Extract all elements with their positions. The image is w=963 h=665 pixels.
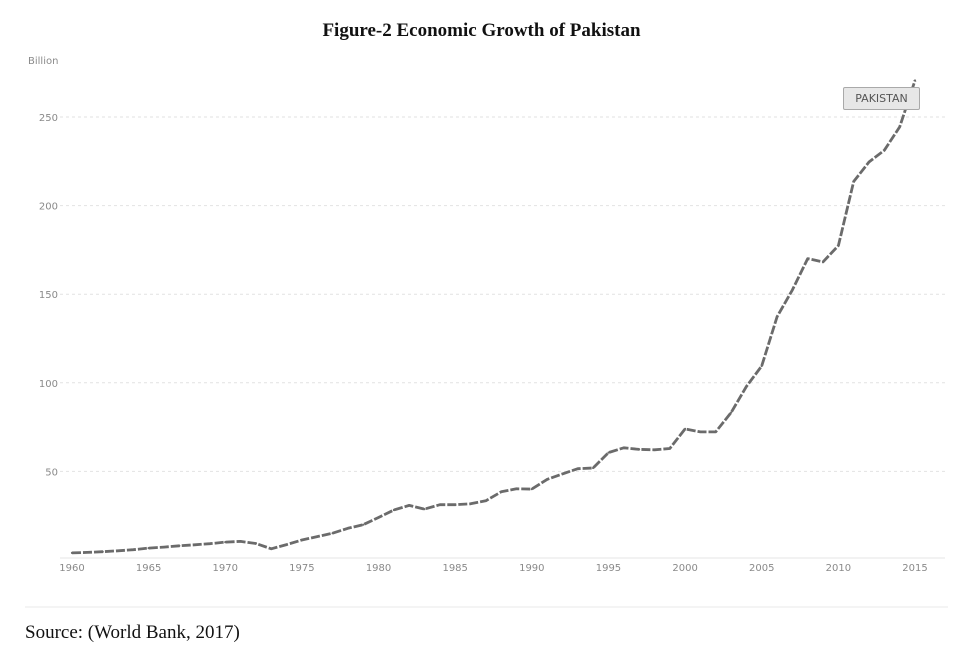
data-point [730, 411, 733, 414]
data-point [760, 364, 763, 368]
data-point [438, 503, 441, 506]
y-tick-label: 200 [39, 202, 58, 213]
data-point [515, 487, 518, 490]
x-tick-label: 1960 [59, 563, 84, 574]
x-tick-label: 1965 [136, 563, 161, 574]
data-point [852, 180, 855, 183]
x-tick-label: 2015 [902, 563, 927, 574]
data-point [500, 490, 503, 493]
data-point [285, 543, 288, 546]
data-point [377, 516, 380, 519]
data-point [883, 149, 886, 152]
data-point [270, 547, 273, 550]
x-tick-label: 1985 [442, 563, 467, 574]
x-tick-label: 2000 [672, 563, 697, 574]
data-point [362, 523, 365, 526]
data-point [791, 288, 794, 291]
data-point [178, 544, 181, 547]
x-tick-label: 1990 [519, 563, 544, 574]
x-tick-label: 2010 [826, 563, 851, 574]
data-point [208, 542, 211, 545]
data-point [684, 427, 687, 430]
data-point [898, 125, 901, 128]
series-label-pakistan: PAKISTAN [843, 87, 920, 110]
data-point [454, 503, 457, 506]
x-tick-label: 1995 [596, 563, 621, 574]
data-point [607, 451, 610, 454]
data-point [86, 551, 89, 554]
data-point [484, 499, 487, 502]
data-point [668, 447, 671, 450]
data-point [147, 547, 150, 550]
data-point [101, 550, 104, 553]
series-line-pakistan [71, 80, 917, 555]
data-point [316, 535, 319, 538]
data-point [530, 488, 533, 491]
data-point [331, 532, 334, 535]
data-point [913, 79, 917, 82]
data-point [622, 446, 625, 449]
data-point [776, 315, 779, 318]
x-tick-label: 2005 [749, 563, 774, 574]
data-point [576, 467, 579, 470]
data-point [821, 260, 825, 263]
data-point [745, 385, 748, 388]
data-point [193, 543, 196, 546]
figure-source: Source: (World Bank, 2017) [25, 622, 240, 643]
data-point [423, 508, 426, 511]
data-point [653, 448, 656, 451]
x-tick-label: 1975 [289, 563, 314, 574]
x-tick-label: 1980 [366, 563, 391, 574]
figure-title: Figure-2 Economic Growth of Pakistan [322, 20, 641, 41]
data-point [469, 502, 472, 505]
data-point [300, 538, 303, 542]
data-point [638, 448, 641, 451]
data-point [70, 551, 74, 555]
y-tick-label: 50 [45, 467, 58, 478]
data-point [239, 540, 242, 543]
data-point [546, 478, 549, 481]
data-point [392, 508, 395, 512]
data-point [408, 504, 411, 507]
data-point [592, 466, 595, 470]
data-point [561, 472, 564, 475]
data-point [254, 542, 257, 545]
data-point [132, 548, 135, 551]
data-point [346, 527, 349, 530]
y-tick-label: 250 [39, 113, 58, 124]
data-point [116, 549, 120, 552]
data-point [699, 430, 702, 433]
y-unit-label: Billion [28, 56, 59, 67]
data-point [714, 430, 717, 433]
data-point [867, 160, 871, 164]
data-point [224, 541, 227, 544]
data-point [162, 546, 166, 549]
data-point [806, 257, 809, 260]
data-point [837, 244, 840, 247]
y-tick-label: 150 [39, 290, 58, 301]
y-tick-label: 100 [39, 379, 58, 390]
x-tick-label: 1970 [213, 563, 238, 574]
